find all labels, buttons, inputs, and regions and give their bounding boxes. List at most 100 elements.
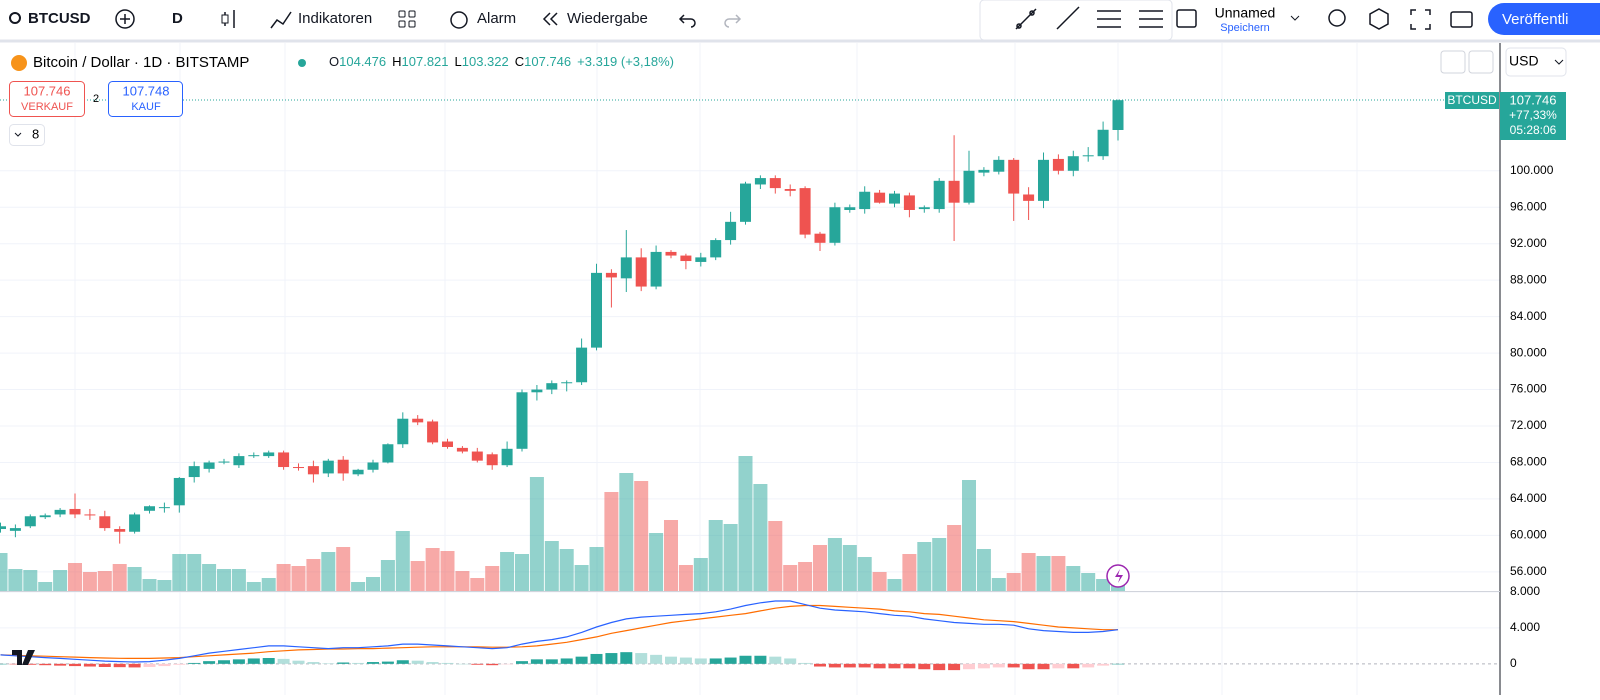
redo[interactable] [724,14,742,28]
undo[interactable] [678,14,696,28]
buy-price[interactable]: 107.748 [123,83,170,98]
buy-label[interactable]: KAUF [131,101,161,113]
histogram-bar [724,657,737,664]
candle-body [874,192,886,203]
candle-body [993,159,1005,172]
candle-body [397,418,409,445]
candle-body [784,189,796,191]
volume-bar [395,531,410,591]
volume-bar [1021,553,1036,591]
volume-bar [470,578,485,591]
volume-bar [321,552,336,591]
replay[interactable]: Wiedergabe [567,10,648,27]
volume-bar [589,547,604,591]
y-tick-label: 88.000 [1510,272,1547,286]
drawing-toolbar [979,0,1173,41]
volume-bar [351,582,366,591]
candle-body [114,529,126,532]
volume-bar [485,566,500,591]
histogram-bar [128,663,141,668]
histogram-bar [188,662,201,664]
candle-body [24,516,36,527]
histogram-bar [456,663,469,665]
alarm[interactable]: Alarm [477,10,516,27]
sell-label[interactable]: VERKAUF [21,101,73,113]
volume-bar [217,569,231,591]
histogram-bar [933,663,946,671]
volume-bar [813,545,827,591]
y-tick-label: 60.000 [1510,528,1547,542]
histogram-bar [784,658,797,664]
histogram-bar [992,663,1005,668]
candle-body [9,528,21,531]
candle-body [144,506,155,511]
volume-bar [798,562,813,591]
sell-button[interactable] [9,81,85,117]
candle-body [903,195,915,210]
toolbar [0,0,1600,40]
candle-body [39,515,51,518]
histogram-bar [307,662,320,664]
quick-search[interactable] [1328,9,1346,27]
buy-button[interactable] [108,81,183,117]
replay-icon[interactable] [542,12,558,26]
alarm-icon[interactable] [450,11,468,29]
histogram-bar [694,658,707,664]
volume-bar [887,579,902,591]
indicators-icon[interactable] [270,11,292,29]
histogram-bar [545,659,558,664]
countdown: 05:28:06 [1510,123,1557,137]
layout-name[interactable]: Unnamed [1215,5,1276,21]
drawing-tools[interactable] [1015,6,1163,30]
search-icon[interactable] [9,12,21,24]
publish[interactable]: Veröffentli [1502,11,1568,28]
histogram-bar [1022,663,1035,670]
candle-body [218,461,230,463]
indicators-toggle[interactable] [9,124,45,146]
volume-bar [261,578,276,591]
templates-icon[interactable] [398,10,416,28]
indicators[interactable]: Indikatoren [298,10,372,27]
interval[interactable]: D [172,10,183,27]
volume-bar [544,541,559,591]
candle-body [740,183,751,222]
histogram-bar [575,656,588,664]
candle-body [978,169,990,173]
save[interactable]: Speichern [1220,22,1270,34]
candle-body [69,508,81,515]
layout-icon[interactable] [1176,9,1197,28]
histogram-bar [828,663,841,668]
histogram-bar [98,663,111,667]
currency-button[interactable] [1505,47,1567,77]
candle-body [278,452,290,468]
indicators-count[interactable]: 8 [32,126,39,141]
candle-body [173,477,185,506]
settings[interactable] [1369,8,1389,30]
histogram-bar [411,660,424,664]
histogram-bar [322,663,335,664]
sell-price[interactable]: 107.746 [24,83,71,98]
symbol[interactable]: BTCUSD [28,10,91,27]
histogram-bar [1007,663,1020,668]
volume-bar [664,520,678,591]
screenshot[interactable] [1450,11,1473,28]
volume-bar [515,554,529,591]
histogram-bar [590,653,603,664]
publish-button[interactable] [1488,3,1600,35]
candle-body [263,452,275,457]
add-symbol[interactable] [115,9,135,29]
fullscreen[interactable] [1410,9,1431,30]
legend-ohlc: O104.476 H107.821 L103.322 C107.746 +3.319 (… [329,54,674,69]
layout-menu[interactable] [1290,15,1300,21]
volume-bar [976,549,991,591]
volume-bar [962,480,976,591]
volume-bar [0,553,8,591]
volume-bar [693,558,708,591]
currency[interactable]: USD [1509,53,1539,69]
volume-bar [276,564,291,591]
volume-bar [500,552,515,591]
volume-bar [246,582,261,591]
pane-buttons[interactable] [1440,50,1494,74]
histogram-bar [858,663,871,668]
